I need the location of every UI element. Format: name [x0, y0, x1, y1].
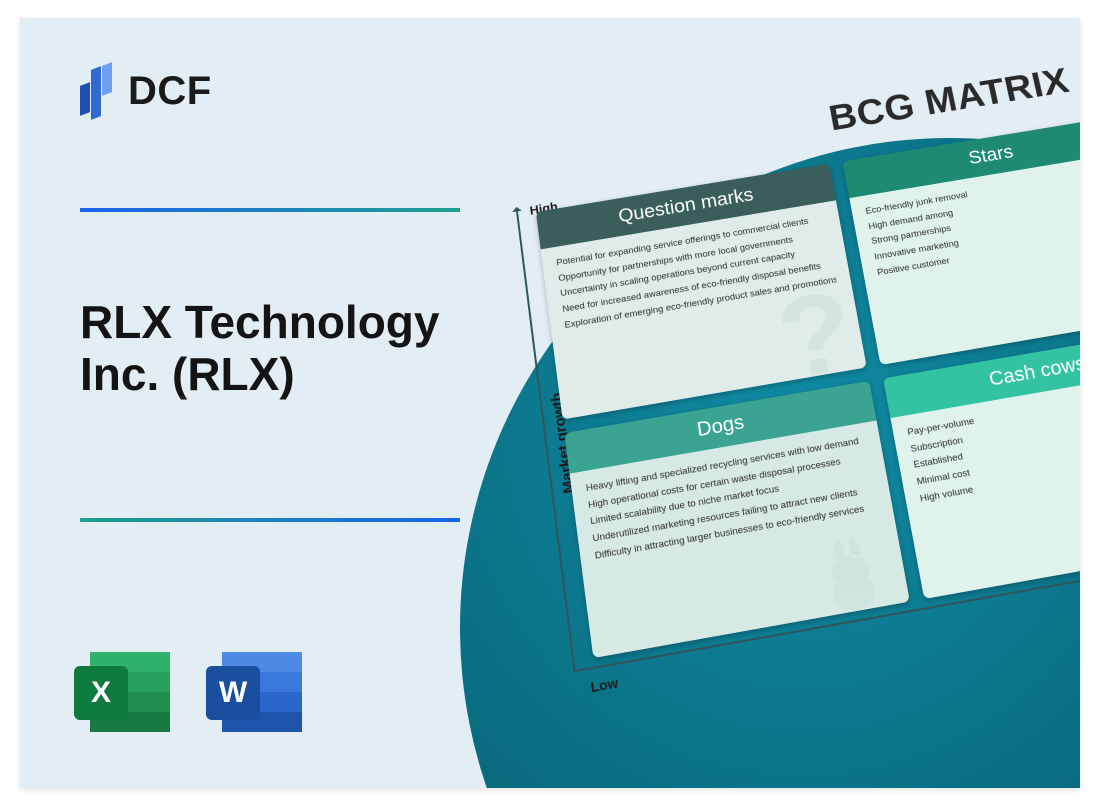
word-letter: W	[206, 666, 260, 720]
brand-name: DCF	[128, 69, 212, 114]
excel-icon[interactable]: X	[74, 646, 170, 742]
quadrant-cash-cows: Cash cows Pay-per-volume Subscription Es…	[883, 327, 1080, 599]
brand-logo-icon	[80, 64, 114, 120]
divider-bottom	[80, 518, 460, 522]
watermark-question-icon: ?	[773, 289, 859, 381]
quadrant-question-marks: Question marks ? Potential for expanding…	[536, 163, 867, 419]
app-icons: X W	[74, 646, 302, 742]
watermark-dog-icon	[797, 516, 905, 625]
hero-card: DCF RLX Technology Inc. (RLX) X W BCG MA…	[20, 18, 1080, 788]
bcg-matrix: BCG MATRIX Market growth Market share Hi…	[474, 50, 1080, 717]
matrix-grid: Question marks ? Potential for expanding…	[536, 113, 1080, 657]
excel-letter: X	[74, 666, 128, 720]
y-tick-low: Low	[590, 674, 619, 695]
brand-logo: DCF	[80, 64, 212, 120]
page-title: RLX Technology Inc. (RLX)	[80, 296, 500, 402]
divider-top	[80, 208, 460, 212]
quadrant-dogs: Dogs Heavy lifting and specialized recyc…	[564, 380, 910, 657]
word-icon[interactable]: W	[206, 646, 302, 742]
matrix-body: Market growth Market share High Low Ques…	[480, 99, 1080, 717]
quadrant-stars: Stars Eco-friendly junk removal High dem…	[843, 113, 1080, 364]
